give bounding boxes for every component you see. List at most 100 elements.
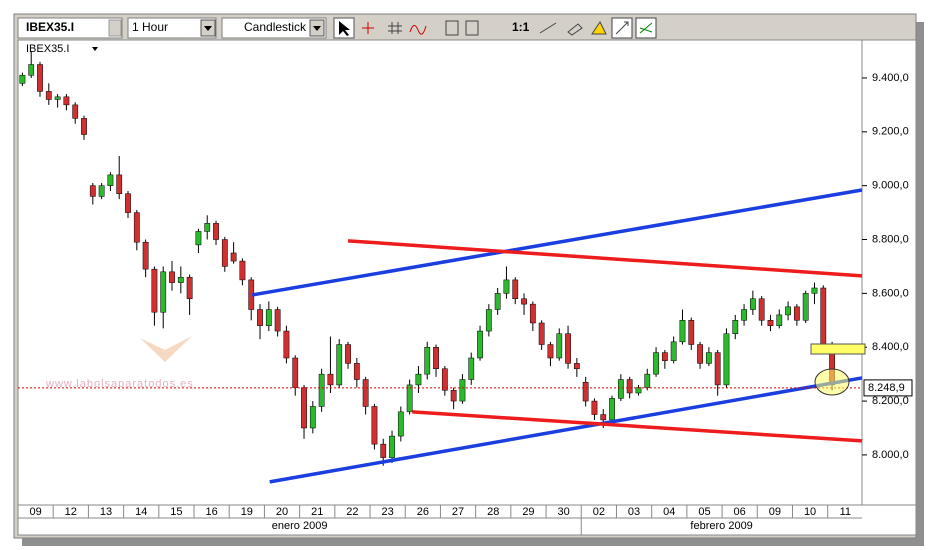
trendline xyxy=(269,376,863,484)
candle-body xyxy=(732,320,739,335)
y-tick-label: 9.000,0 xyxy=(872,180,909,192)
x-tick-label: 04 xyxy=(663,506,675,518)
candle-body xyxy=(186,276,193,300)
candle-body xyxy=(512,279,519,300)
x-tick-label: 22 xyxy=(346,506,358,518)
x-tick-label: 09 xyxy=(769,506,781,518)
candle-body xyxy=(327,373,334,386)
candle-body xyxy=(63,96,70,106)
y-tick-label: 8.000,0 xyxy=(872,449,909,461)
candle-body xyxy=(169,271,175,283)
candle-body xyxy=(424,346,431,375)
candle-body xyxy=(521,298,527,305)
candle-body xyxy=(529,303,536,324)
candle-body xyxy=(477,330,483,359)
candle-body xyxy=(125,193,131,213)
x-tick-label: 02 xyxy=(593,506,605,518)
x-tick-label: 27 xyxy=(452,506,464,518)
candle-body xyxy=(793,306,800,321)
candle-body xyxy=(617,379,624,399)
symbol-button[interactable] xyxy=(108,19,122,37)
x-tick-label: 14 xyxy=(135,506,147,518)
y-tick-label: 9.200,0 xyxy=(872,126,909,138)
candle-body xyxy=(644,373,651,388)
arrow-icon xyxy=(204,26,212,31)
candle-body xyxy=(133,212,140,243)
candle-body xyxy=(292,357,299,388)
candle-body xyxy=(89,185,96,197)
symbol-menu[interactable] xyxy=(92,47,98,51)
y-tick-label: 9.400,0 xyxy=(872,72,909,84)
x-tick-label: 13 xyxy=(100,506,112,518)
type-select[interactable] xyxy=(221,17,327,39)
x-tick-label: 10 xyxy=(804,506,816,518)
month-label: febrero 2009 xyxy=(690,520,752,532)
candle-body xyxy=(195,231,202,246)
candle-body xyxy=(776,314,783,326)
candle-body xyxy=(98,185,105,197)
last-price-box xyxy=(863,379,913,397)
symbol-label: IBEX35.I xyxy=(26,43,69,55)
watermark-logo xyxy=(140,336,192,362)
candle-body xyxy=(626,379,633,394)
candle-body xyxy=(221,239,228,267)
candle-body xyxy=(758,298,765,321)
candle-body xyxy=(45,91,52,100)
symbol-box[interactable] xyxy=(17,17,123,39)
candle-body xyxy=(204,223,211,232)
trendline xyxy=(347,239,863,278)
x-tick-label: 15 xyxy=(170,506,182,518)
candle-body xyxy=(459,379,466,402)
candle-body xyxy=(485,309,492,332)
candle-body xyxy=(688,320,695,345)
candle-body xyxy=(353,363,360,380)
x-tick-label: 16 xyxy=(205,506,217,518)
candle-body xyxy=(450,390,457,402)
candle-body xyxy=(582,381,589,402)
candle-body xyxy=(503,279,510,294)
x-tick-label: 09 xyxy=(29,506,41,518)
candle-body xyxy=(785,306,791,316)
candle-body xyxy=(705,352,712,364)
candle-body xyxy=(81,118,87,135)
candle-body xyxy=(28,64,35,76)
candle-body xyxy=(670,341,677,361)
candle-body xyxy=(309,406,316,429)
candle-body xyxy=(679,320,686,343)
x-tick-label: 05 xyxy=(698,506,710,518)
y-tick-label: 8.800,0 xyxy=(872,233,909,245)
candle-body xyxy=(142,241,149,270)
zoom-button[interactable]: 1:1 xyxy=(512,20,530,34)
interval: 1 Hour xyxy=(132,20,168,34)
candle-body xyxy=(415,373,422,386)
tool-icons xyxy=(362,17,657,39)
candle-body xyxy=(371,406,378,445)
symbol: IBEX35.I xyxy=(26,20,74,34)
arrow-icon xyxy=(313,26,321,31)
candle-body xyxy=(362,379,369,407)
candle-body xyxy=(697,344,703,364)
candle-body xyxy=(318,373,325,407)
candle-body xyxy=(177,276,184,283)
candle-body xyxy=(107,174,114,186)
pointer-icon xyxy=(339,21,350,36)
candle-body xyxy=(609,398,615,421)
x-tick-label: 30 xyxy=(558,506,570,518)
candle-body xyxy=(573,363,580,370)
candle-body xyxy=(230,252,237,262)
x-tick-label: 28 xyxy=(487,506,499,518)
x-tick-label: 19 xyxy=(241,506,253,518)
x-tick-label: 20 xyxy=(276,506,288,518)
candle-body xyxy=(661,352,668,361)
chart-type: Candlestick xyxy=(244,20,307,34)
x-tick-label: 03 xyxy=(628,506,640,518)
candle-body xyxy=(19,75,26,84)
candle-body xyxy=(283,330,290,359)
candle-body xyxy=(265,309,272,326)
y-tick-label: 8.600,0 xyxy=(872,287,909,299)
candle-body xyxy=(345,344,351,364)
candle-body xyxy=(547,344,554,359)
interval-select[interactable] xyxy=(127,17,217,39)
